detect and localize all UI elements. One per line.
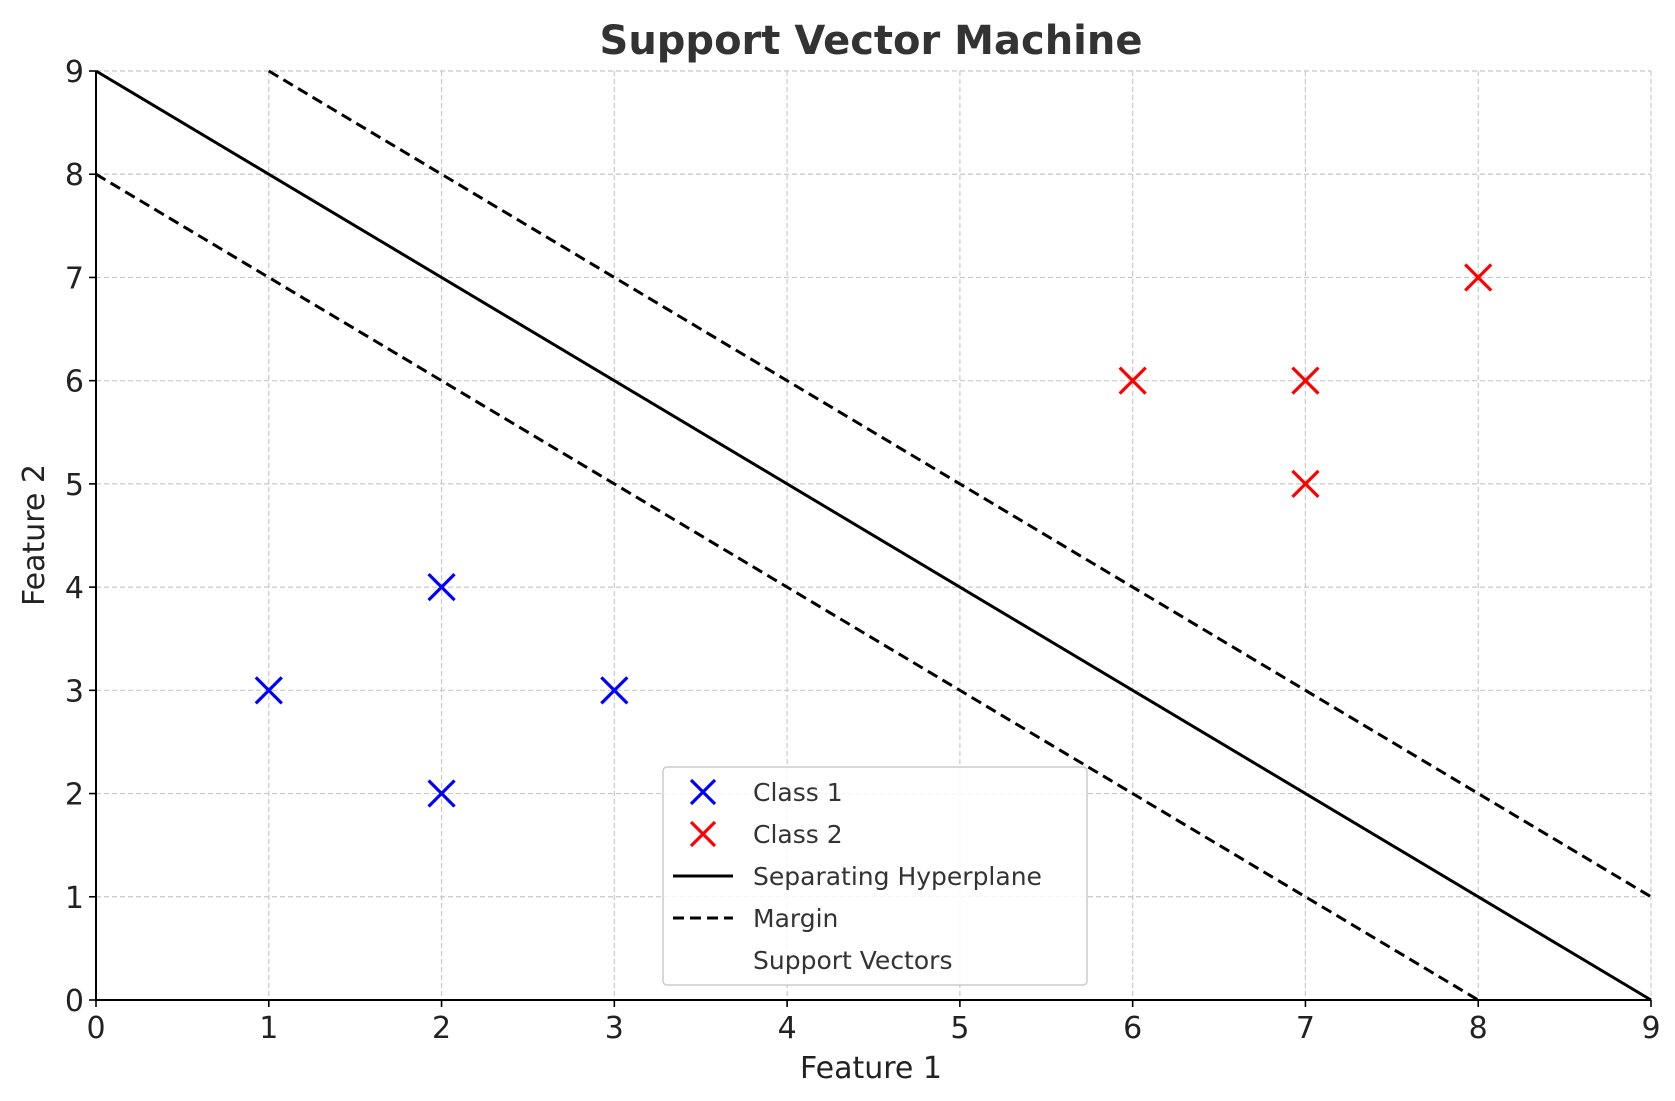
- x-tick-label: 2: [432, 1011, 451, 1046]
- y-tick-label: 3: [65, 674, 84, 709]
- plot-lines: [95, 69, 1652, 1002]
- y-axis-label: Feature 2: [17, 464, 52, 606]
- margin-line: [268, 69, 1652, 899]
- chart-title: Support Vector Machine: [600, 18, 1143, 64]
- margin-line: [95, 172, 1479, 1002]
- data-point-class1: [427, 779, 456, 808]
- legend-label: Separating Hyperplane: [753, 862, 1042, 891]
- plot-markers: [254, 263, 1493, 808]
- marker-stroke: [689, 820, 717, 848]
- y-tick-label: 4: [65, 571, 84, 606]
- marker-stroke: [600, 676, 629, 705]
- legend-label: Support Vectors: [753, 946, 952, 975]
- x-tick-label: 5: [950, 1011, 969, 1046]
- x-tick-label: 9: [1641, 1011, 1660, 1046]
- marker-stroke: [1291, 469, 1320, 499]
- legend-marker: [689, 778, 717, 806]
- axes: [95, 71, 1651, 1001]
- hyperplane-line: [95, 69, 1652, 1002]
- x-tick-label: 7: [1296, 1011, 1315, 1046]
- legend-box: [662, 766, 1088, 986]
- legend-marker: [689, 820, 717, 848]
- y-tick-label: 2: [65, 778, 84, 813]
- x-tick-label: 4: [778, 1011, 797, 1046]
- marker-stroke: [1464, 263, 1493, 292]
- x-tick-label: 0: [86, 1011, 105, 1046]
- data-point-class2: [1118, 366, 1147, 395]
- legend-label: Margin: [753, 904, 838, 933]
- marker-stroke: [427, 572, 456, 602]
- data-point-class2: [1291, 366, 1320, 395]
- y-tick-label: 1: [65, 881, 84, 916]
- marker-stroke: [689, 778, 717, 806]
- marker-stroke: [254, 676, 283, 705]
- marker-stroke: [1291, 366, 1320, 395]
- y-tick-label: 5: [65, 468, 84, 503]
- ticks: 0 1 2 3 4 5 6 7 8 9 0 1 2 3 4 5 6 7 8 9: [65, 55, 1661, 1046]
- y-tick-label: 7: [65, 261, 84, 296]
- x-tick-label: 3: [605, 1011, 624, 1046]
- x-tick-label: 1: [259, 1011, 278, 1046]
- data-point-class1: [600, 676, 629, 705]
- data-point-class2: [1464, 263, 1493, 292]
- y-tick-label: 0: [65, 984, 84, 1019]
- x-tick-label: 6: [1123, 1011, 1142, 1046]
- data-point-class1: [254, 676, 283, 705]
- y-tick-label: 8: [65, 158, 84, 193]
- legend: Class 1 Class 2 Separating Hyperplane Margi…: [662, 766, 1088, 986]
- data-point-class1: [427, 572, 456, 602]
- y-tick-label: 6: [65, 365, 84, 400]
- x-tick-label: 8: [1469, 1011, 1488, 1046]
- data-point-class2: [1291, 469, 1320, 499]
- marker-stroke: [1118, 366, 1147, 395]
- legend-label: Class 2: [753, 820, 843, 849]
- legend-label: Class 1: [753, 778, 843, 807]
- x-axis-label: Feature 1: [800, 1051, 942, 1086]
- y-tick-label: 9: [65, 55, 84, 90]
- marker-stroke: [427, 779, 456, 808]
